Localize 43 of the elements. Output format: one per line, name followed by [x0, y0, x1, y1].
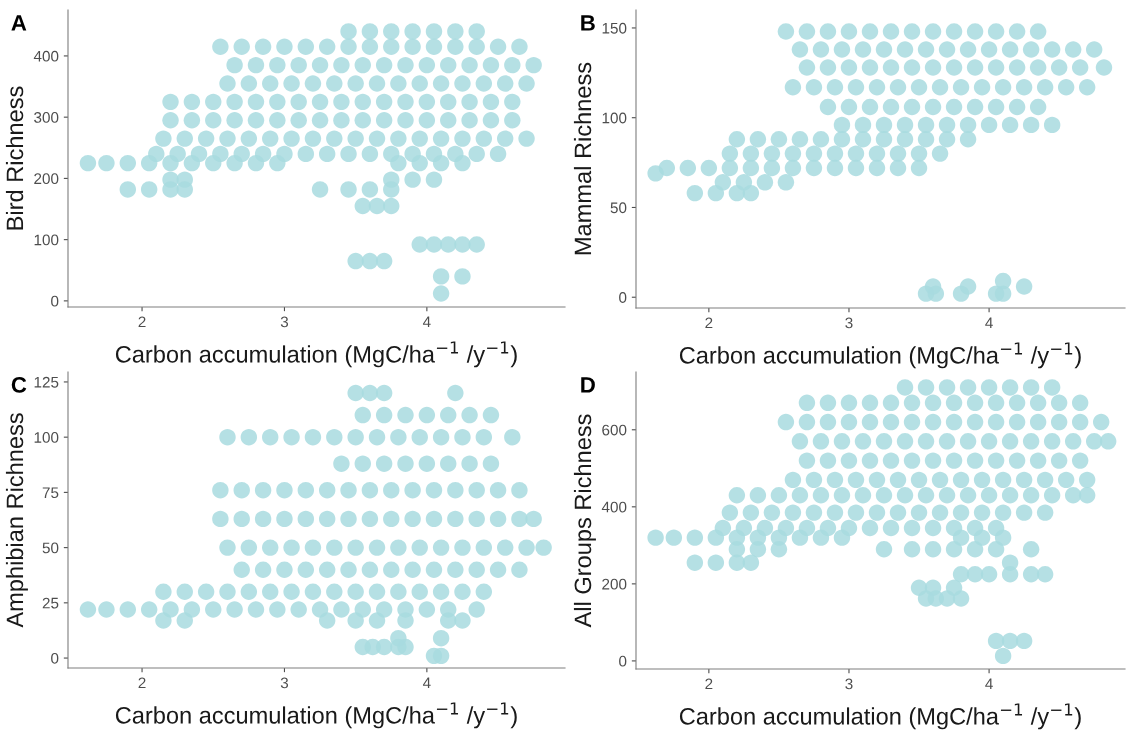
chart-title: C — [11, 377, 27, 393]
y-tick-label: 150 — [602, 22, 627, 34]
x-tick-label: 4 — [422, 677, 431, 689]
x-tick-label: 3 — [280, 677, 289, 689]
y-tick-label: 0 — [51, 652, 59, 664]
x-tick-label: 4 — [985, 317, 993, 329]
x-tick-label: 2 — [705, 317, 713, 329]
y-axis-title: All Groups Richness — [573, 414, 596, 628]
x-axis-title: Carbon accumulation (MgC/ha$^{−1}$ /y$^{−1}$) — [115, 702, 517, 729]
x-tick-label: 3 — [845, 678, 853, 690]
y-tick-label: 50 — [42, 542, 59, 554]
y-tick-label: 75 — [42, 487, 59, 499]
chart-title: D — [581, 377, 595, 393]
x-tick-label: 2 — [138, 316, 146, 328]
y-axis-title: Mammal Richness — [573, 62, 592, 255]
x-tick-label: 4 — [422, 316, 431, 328]
chart-title: A — [11, 15, 27, 31]
x-axis-title: Carbon accumulation (MgC/ha$^{−1}$ /y$^{−1}$) — [679, 342, 1081, 369]
x-axis-title: Carbon accumulation (MgC/ha$^{−1}$ /y$^{−1}$) — [679, 703, 1081, 730]
y-tick-label: 100 — [602, 112, 627, 124]
x-tick-label: 3 — [280, 316, 289, 328]
x-tick-label: 2 — [705, 678, 713, 690]
chart-title: B — [581, 15, 595, 31]
y-tick-label: 100 — [34, 432, 59, 443]
y-tick-label: 200 — [602, 578, 627, 590]
y-tick-label: 0 — [51, 295, 59, 307]
y-tick-label: 400 — [33, 50, 59, 62]
y-axis-title: Bird Richness — [5, 86, 24, 230]
x-tick-label: 2 — [138, 677, 146, 689]
x-tick-label: 3 — [845, 317, 853, 329]
y-axis-title: Amphibian Richness — [5, 413, 28, 628]
x-axis-title: Carbon accumulation (MgC/ha$^{−1}$ /y$^{−1}$) — [115, 341, 517, 368]
y-tick-label: 200 — [34, 173, 59, 185]
y-tick-label: 25 — [42, 597, 59, 609]
y-tick-label: 50 — [610, 202, 627, 214]
y-tick-label: 400 — [601, 501, 627, 513]
x-tick-label: 4 — [985, 678, 993, 690]
y-tick-label: 125 — [34, 376, 59, 388]
y-tick-label: 0 — [619, 292, 627, 303]
y-tick-label: 600 — [602, 424, 627, 436]
y-tick-label: 100 — [34, 234, 59, 246]
y-tick-label: 0 — [619, 655, 627, 667]
y-tick-label: 300 — [34, 112, 59, 123]
